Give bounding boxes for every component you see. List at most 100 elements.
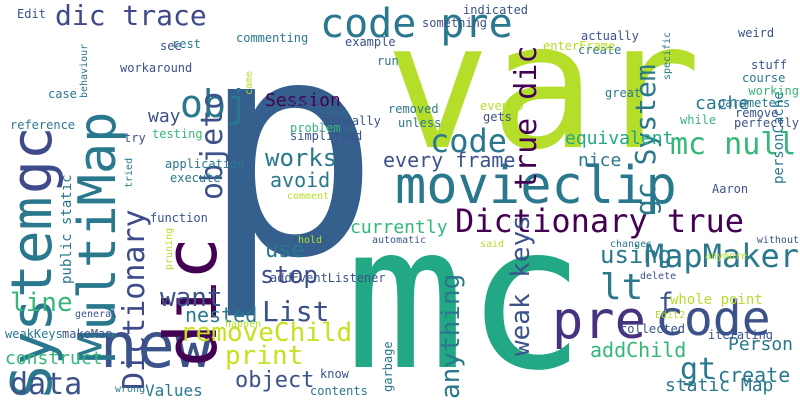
cloud-word: avoid	[270, 168, 331, 192]
cloud-word: Dictionary true	[455, 202, 744, 240]
cloud-word: removeChild	[180, 318, 353, 348]
cloud-word: whole point	[670, 292, 763, 308]
cloud-word: Edit	[17, 7, 46, 21]
cloud-word: static Map	[665, 375, 774, 396]
cloud-word: hold	[298, 235, 323, 246]
cloud-word: weakKeys	[5, 327, 63, 341]
cloud-word: obj	[180, 82, 249, 126]
cloud-word: code	[655, 291, 771, 347]
cloud-word: way	[148, 106, 181, 127]
cloud-word: behaviour	[79, 43, 90, 98]
cloud-word: using	[600, 241, 673, 269]
cloud-word: nested	[185, 303, 258, 327]
cloud-word: without	[756, 235, 799, 246]
cloud-word: makeMap	[62, 327, 113, 341]
cloud-word: create	[718, 363, 791, 387]
cloud-word: enterFrame	[543, 39, 616, 53]
cloud-word: Person	[728, 334, 794, 355]
cloud-word: cache	[695, 93, 750, 114]
cloud-word: create	[578, 43, 622, 57]
cloud-word: addChild	[590, 338, 687, 362]
cloud-word: tried	[124, 157, 135, 188]
cloud-word: reference	[10, 118, 76, 132]
cloud-word: p	[200, 0, 381, 324]
cloud-word: movieclip	[395, 156, 677, 216]
cloud-word: addEventListener	[270, 271, 386, 285]
cloud-word: Values	[145, 381, 203, 400]
cloud-word: great	[605, 86, 642, 100]
cloud-word: application	[165, 157, 245, 171]
cloud-word: use	[265, 238, 305, 263]
cloud-word: data	[10, 367, 83, 400]
cloud-word: line	[10, 288, 73, 318]
cloud-word: weird	[738, 26, 775, 40]
cloud-word: mc null	[670, 127, 797, 162]
cloud-word: pruning	[164, 227, 175, 270]
cloud-word: remove	[735, 106, 779, 120]
cloud-word: construct	[5, 348, 103, 369]
cloud-word: mc	[345, 182, 586, 400]
cloud-word: weak keys	[506, 215, 536, 356]
cloud-word: commenting	[236, 31, 309, 45]
cloud-word: execute	[170, 171, 221, 185]
cloud-word: Aaron	[712, 182, 749, 196]
cloud-word: print	[225, 341, 304, 371]
cloud-word: code pre	[320, 1, 513, 47]
cloud-word: example	[345, 35, 396, 49]
cloud-word: happen	[225, 319, 262, 330]
cloud-word: List	[262, 295, 330, 328]
cloud-word: indicated	[463, 3, 529, 17]
cloud-word: something	[422, 16, 488, 30]
cloud-word: true dic	[509, 45, 544, 191]
cloud-word: works	[265, 144, 338, 172]
cloud-word: delete	[640, 271, 677, 282]
cloud-word: gt	[680, 352, 717, 387]
cloud-word: function	[150, 211, 208, 225]
cloud-word: changes	[610, 239, 653, 250]
cloud-word: iterating	[708, 328, 774, 342]
cloud-word: course	[742, 71, 786, 85]
cloud-word: pre	[552, 291, 646, 351]
cloud-word: specific	[662, 31, 673, 80]
cloud-word: came	[244, 70, 255, 95]
cloud-word: garbage	[381, 341, 395, 392]
cloud-word: comment	[287, 191, 330, 202]
cloud-word: problem	[290, 121, 341, 135]
cloud-word: nice	[578, 150, 622, 171]
cloud-word: f	[658, 288, 674, 318]
cloud-word: automatic	[372, 235, 427, 246]
cloud-word: said	[480, 239, 505, 250]
cloud-word: while	[680, 113, 717, 127]
cloud-word: general	[75, 309, 118, 320]
cloud-word: gets	[483, 110, 512, 124]
cloud-word: code	[430, 122, 508, 160]
cloud-word: parameters	[718, 96, 791, 110]
cloud-word: public static	[59, 174, 75, 284]
cloud-word: removed	[388, 102, 439, 116]
cloud-word: Session	[265, 90, 341, 111]
cloud-word: see	[160, 39, 182, 53]
cloud-word: want	[160, 283, 223, 313]
cloud-word: every frame	[383, 148, 516, 172]
cloud-word: Dictionary	[117, 209, 152, 390]
cloud-word: equivalent	[565, 128, 674, 149]
cloud-word: var	[385, 0, 702, 189]
cloud-word: perfectly	[733, 116, 799, 130]
cloud-word: collected	[620, 322, 686, 336]
cloud-word: workaround	[120, 61, 193, 75]
cloud-word: anymore	[705, 251, 748, 262]
cloud-word: manually	[323, 114, 381, 128]
cloud-word: actually	[581, 29, 639, 43]
cloud-word: testing	[152, 127, 203, 141]
cloud-word: object	[235, 368, 315, 393]
cloud-word: wrong	[115, 384, 146, 395]
cloud-word: anything	[436, 273, 466, 399]
cloud-word: run	[377, 54, 399, 68]
cloud-word: gc	[0, 126, 65, 194]
cloud-word: stuff	[751, 58, 788, 72]
cloud-word: try	[124, 131, 146, 145]
cloud-word: stop	[260, 261, 318, 289]
cloud-word: MapMaker	[644, 237, 799, 275]
cloud-word: working	[748, 84, 799, 98]
